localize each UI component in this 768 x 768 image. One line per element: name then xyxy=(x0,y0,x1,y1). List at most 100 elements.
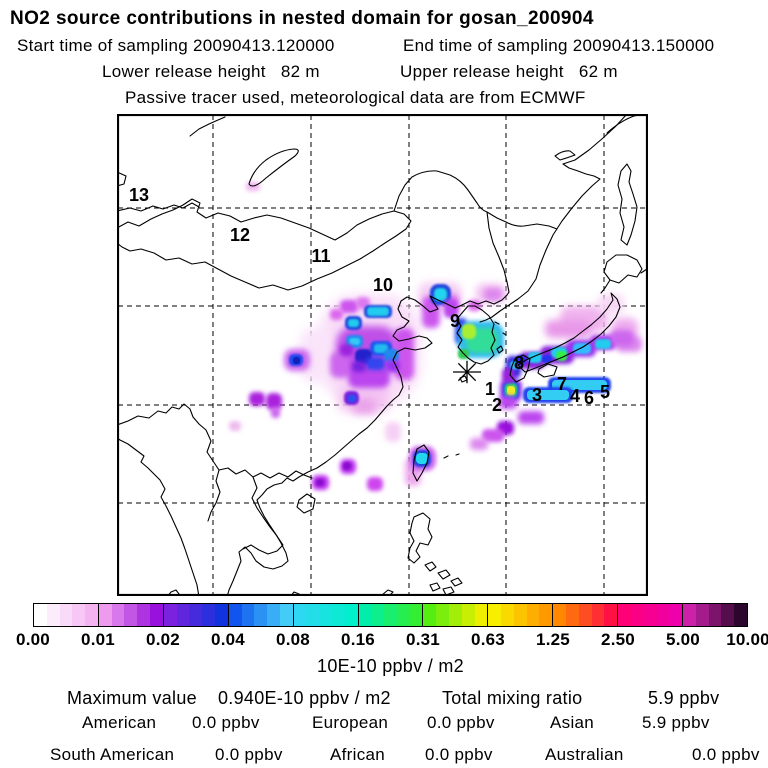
plume-blob xyxy=(470,438,488,450)
coastline xyxy=(486,211,510,293)
coastline xyxy=(189,116,226,137)
coastline xyxy=(117,198,412,291)
stats-line3-0-0-ppbv: 0.0 ppbv xyxy=(692,745,760,764)
plume-blob xyxy=(352,361,366,372)
colorbar-step xyxy=(214,604,228,626)
plume-blob xyxy=(367,307,389,316)
stats-line3-0-0-ppbv: 0.0 ppbv xyxy=(425,745,493,764)
colorbar-step xyxy=(436,604,449,626)
colorbar-step xyxy=(396,604,410,626)
coastline xyxy=(600,279,611,294)
coastline xyxy=(479,114,628,323)
coastline xyxy=(412,444,430,482)
start-time-text: Start time of sampling 20090413.120000 xyxy=(17,36,335,55)
plume-blob xyxy=(385,422,401,442)
colorbar-step xyxy=(124,604,138,626)
plume-blob xyxy=(595,339,611,349)
colorbar-step xyxy=(371,604,385,626)
coastline xyxy=(117,202,200,212)
tracer-info-text: Passive tracer used, meteorological data… xyxy=(125,88,586,107)
plume-blob xyxy=(502,368,515,383)
plume-blob xyxy=(340,300,358,313)
plume-blob xyxy=(330,309,343,320)
stats-line1-total-mixing-ratio: Total mixing ratio xyxy=(442,688,583,708)
plume-blob xyxy=(416,453,428,464)
plume-blob xyxy=(482,429,504,442)
plume-blob xyxy=(384,349,399,362)
stats-line3-0-0-ppbv: 0.0 ppbv xyxy=(215,745,283,764)
colorbar-step xyxy=(721,604,735,626)
map-canvas xyxy=(117,114,648,596)
colorbar-segment-5 xyxy=(358,604,424,626)
colorbar-tick-0.02: 0.02 xyxy=(146,630,180,649)
stats-line2-european: European xyxy=(312,713,389,732)
plume-blob xyxy=(545,320,591,338)
colorbar-segment-8 xyxy=(553,604,619,626)
colorbar-tick-0.08: 0.08 xyxy=(276,630,310,649)
colorbar-step xyxy=(85,604,98,626)
plume-blob xyxy=(249,392,265,406)
colorbar-step xyxy=(59,604,73,626)
coastline xyxy=(407,512,433,564)
colorbar-step xyxy=(488,604,502,626)
plume-blob xyxy=(573,343,591,354)
colorbar-segment-7 xyxy=(488,604,554,626)
colorbar-step xyxy=(618,604,631,626)
stats-line2-5-9-ppbv: 5.9 ppbv xyxy=(642,713,710,732)
coastline xyxy=(117,171,127,187)
colorbar-tick-10.00: 10.00 xyxy=(726,630,768,649)
plume-blob xyxy=(484,288,502,301)
coastline xyxy=(517,292,621,373)
colorbar-step xyxy=(279,604,293,626)
colorbar-step xyxy=(46,604,60,626)
colorbar-step xyxy=(683,604,696,626)
coastline xyxy=(296,493,316,514)
colorbar xyxy=(33,603,748,627)
colorbar-step xyxy=(695,604,709,626)
coastline xyxy=(242,476,284,555)
end-time-text: End time of sampling 20090413.150000 xyxy=(403,36,715,55)
coastline xyxy=(603,254,643,284)
colorbar-step xyxy=(708,604,722,626)
plume-blob xyxy=(366,357,385,370)
colorbar-step xyxy=(176,604,190,626)
colorbar-step xyxy=(461,604,475,626)
colorbar-step xyxy=(578,604,592,626)
colorbar-segment-0 xyxy=(34,604,99,626)
stats-line1-5-9-ppbv: 5.9 ppbv xyxy=(648,688,720,708)
colorbar-tick-0.63: 0.63 xyxy=(471,630,505,649)
colorbar-step xyxy=(293,604,307,626)
colorbar-step xyxy=(72,604,86,626)
colorbar-step xyxy=(34,604,47,626)
plume-blob xyxy=(330,352,350,378)
colorbar-unit-label: 10E-10 ppbv / m2 xyxy=(317,656,464,676)
colorbar-step xyxy=(566,604,579,626)
colorbar-step xyxy=(189,604,203,626)
plume-blob xyxy=(610,330,634,346)
colorbar-step xyxy=(526,604,540,626)
map-frame xyxy=(117,114,648,596)
upper-release-text: Upper release height 62 m xyxy=(400,62,618,81)
stats-line2-asian: Asian xyxy=(550,713,595,732)
plume-blob xyxy=(293,357,300,364)
plume-blob xyxy=(348,319,359,327)
colorbar-step xyxy=(553,604,567,626)
coastline xyxy=(393,170,558,230)
colorbar-step xyxy=(409,604,423,626)
lower-release-text: Lower release height 82 m xyxy=(102,62,320,81)
plume-blob xyxy=(542,355,552,363)
colorbar-step xyxy=(228,604,242,626)
coastline xyxy=(117,403,313,479)
colorbar-tick-0.16: 0.16 xyxy=(341,630,375,649)
plume-blob xyxy=(462,324,476,339)
colorbar-step xyxy=(319,604,332,626)
stats-line2-0-0-ppbv: 0.0 ppbv xyxy=(427,713,495,732)
plume-blob xyxy=(444,299,458,318)
colorbar-step xyxy=(331,604,345,626)
colorbar-step xyxy=(254,604,268,626)
colorbar-step xyxy=(591,604,605,626)
colorbar-step xyxy=(241,604,255,626)
coastline xyxy=(117,437,200,596)
colorbar-tick-0.01: 0.01 xyxy=(81,630,115,649)
